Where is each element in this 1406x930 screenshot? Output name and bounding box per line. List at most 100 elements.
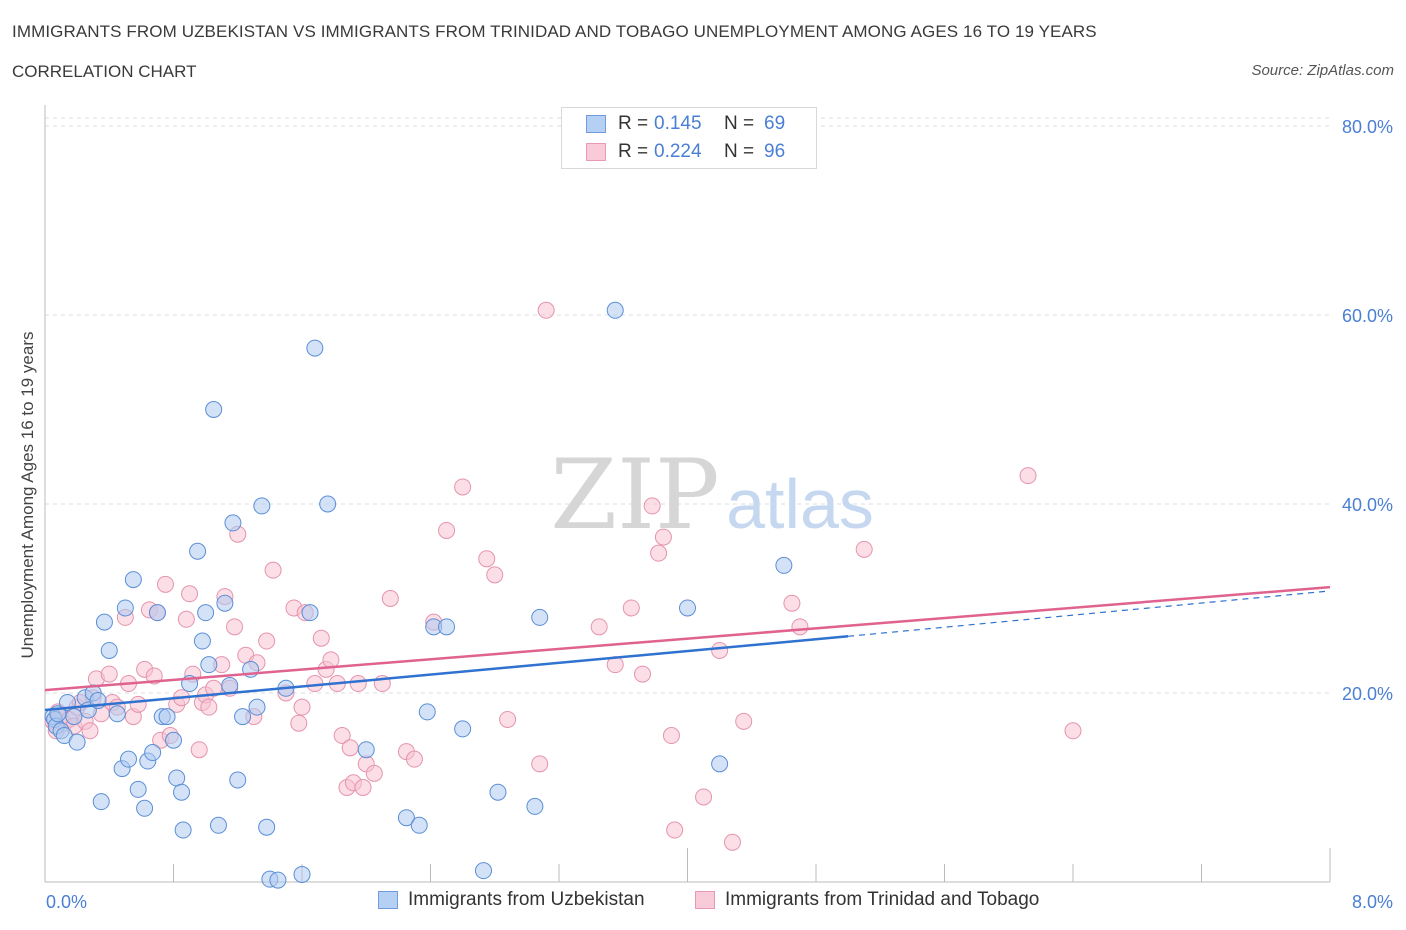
legend-swatch-pink (695, 891, 715, 909)
trinidad-point (293, 698, 311, 716)
uzbekistan-point (397, 809, 415, 827)
legend-series-label: Immigrants from Uzbekistan (408, 889, 645, 910)
trinidad-point (590, 618, 608, 636)
trinidad-point (258, 632, 276, 650)
uzbekistan-point (174, 821, 192, 839)
legend-row-uzbekistan: R = 0.145 N = 69 (586, 112, 785, 136)
uzbekistan-point (205, 401, 223, 418)
y-axis-label: Unemployment Among Ages 16 to 19 years (18, 331, 37, 659)
trinidad-point (855, 540, 873, 558)
legend-r-label: R = (618, 113, 649, 134)
uzbekistan-point (293, 865, 311, 883)
trinidad-point (349, 675, 367, 693)
trinidad-point (1064, 722, 1082, 740)
trinidad-point (438, 521, 456, 539)
trinidad-point (226, 618, 244, 636)
trinidad-point (405, 750, 423, 768)
uzbekistan-point (165, 731, 182, 749)
trinidad-point (654, 528, 672, 546)
uzbekistan-point (168, 769, 186, 787)
trinidad-point (783, 594, 801, 612)
trinidad-point (354, 779, 372, 796)
legend-series-label: Immigrants from Trinidad and Tobago (725, 889, 1040, 910)
trinidad-point (454, 478, 472, 496)
uzbekistan-point (95, 613, 113, 631)
trinidad-point (290, 714, 308, 732)
trinidad-point (634, 665, 652, 683)
uzbekistan-point (229, 771, 247, 789)
legend-n-value: 69 (764, 113, 786, 134)
uzbekistan-point (148, 604, 166, 622)
uzbekistan-point (489, 783, 507, 801)
uzbekistan-point (189, 542, 207, 560)
uzbekistan-point (108, 705, 126, 723)
trinidad-point (650, 544, 668, 562)
uzbekistan-point (711, 755, 729, 773)
x-tick-labels: 0.0% 8.0% (46, 892, 1393, 912)
legend-swatch-blue (586, 115, 606, 133)
uzbekistan-point (116, 599, 134, 617)
uzbekistan-point (209, 816, 227, 834)
trinidad-point (322, 651, 340, 669)
trinidad-point (177, 610, 195, 628)
trinidad-point (723, 833, 741, 851)
trinidad-point (341, 739, 359, 757)
legend-n-value: 96 (764, 141, 786, 162)
uzbekistan-point (124, 571, 142, 589)
uzbekistan-point (418, 703, 436, 721)
trinidad-point (695, 788, 713, 806)
uzbekistan-point (216, 594, 234, 612)
trinidad-point (100, 665, 118, 683)
y-tick-label: 40.0% (1342, 495, 1393, 515)
legend-n-label: N = (724, 113, 755, 134)
trinidad-point (622, 599, 640, 617)
uzbekistan-point (306, 339, 324, 357)
x-tick-label: 8.0% (1352, 892, 1393, 912)
trinidad-point (333, 727, 351, 745)
bottom-legend-uzbekistan: Immigrants from Uzbekistan (378, 889, 645, 911)
trend-lines (44, 585, 1331, 712)
correlation-legend: R = 0.145 N = 69 R = 0.224 N = 96 (561, 107, 817, 169)
uzbekistan-point (221, 676, 239, 694)
legend-n-label: N = (724, 141, 755, 162)
trinidad-point (156, 575, 174, 593)
uzbekistan-point (357, 741, 375, 759)
chart-title: IMMIGRANTS FROM UZBEKISTAN VS IMMIGRANTS… (12, 22, 1097, 41)
uzbekistan-point (144, 744, 162, 762)
uzbekistan-point (136, 799, 154, 817)
uzbekistan-point (100, 641, 118, 659)
trinidad-point (181, 585, 199, 603)
uzbekistan-trend-line (44, 635, 849, 712)
uzbekistan-point (475, 862, 493, 880)
uzbekistan-trend-extension (848, 590, 1331, 637)
uzbekistan-point (679, 599, 696, 617)
uzbekistan-point (120, 750, 138, 768)
trinidad-point (190, 741, 208, 759)
trinidad-point (1019, 467, 1037, 485)
y-tick-labels: 20.0% 40.0% 60.0% 80.0% (1342, 117, 1393, 704)
bottom-legend-trinidad: Immigrants from Trinidad and Tobago (695, 889, 1039, 911)
uzbekistan-point (606, 301, 624, 319)
legend-swatch-blue (378, 891, 398, 909)
trinidad-point (365, 764, 383, 782)
uzbekistan-point (301, 604, 319, 622)
uzbekistan-point (269, 871, 287, 889)
trinidad-point (486, 566, 504, 584)
y-tick-label: 20.0% (1342, 684, 1393, 704)
uzbekistan-point (65, 708, 83, 726)
trinidad-point (643, 497, 661, 515)
trinidad-point (791, 618, 809, 636)
legend-r-value: 0.145 (654, 113, 702, 134)
uzbekistan-point (197, 604, 215, 622)
uzbekistan-point (526, 797, 544, 815)
uzbekistan-point (129, 780, 147, 798)
uzbekistan-point (193, 632, 211, 650)
trinidad-point (264, 561, 282, 579)
x-tick-label: 0.0% (46, 892, 87, 912)
uzbekistan-point (438, 618, 456, 636)
y-tick-label: 80.0% (1342, 117, 1393, 137)
trinidad-point (129, 695, 147, 713)
uzbekistan-point (253, 497, 271, 515)
trinidad-point (735, 712, 753, 730)
data-points (44, 301, 1082, 889)
